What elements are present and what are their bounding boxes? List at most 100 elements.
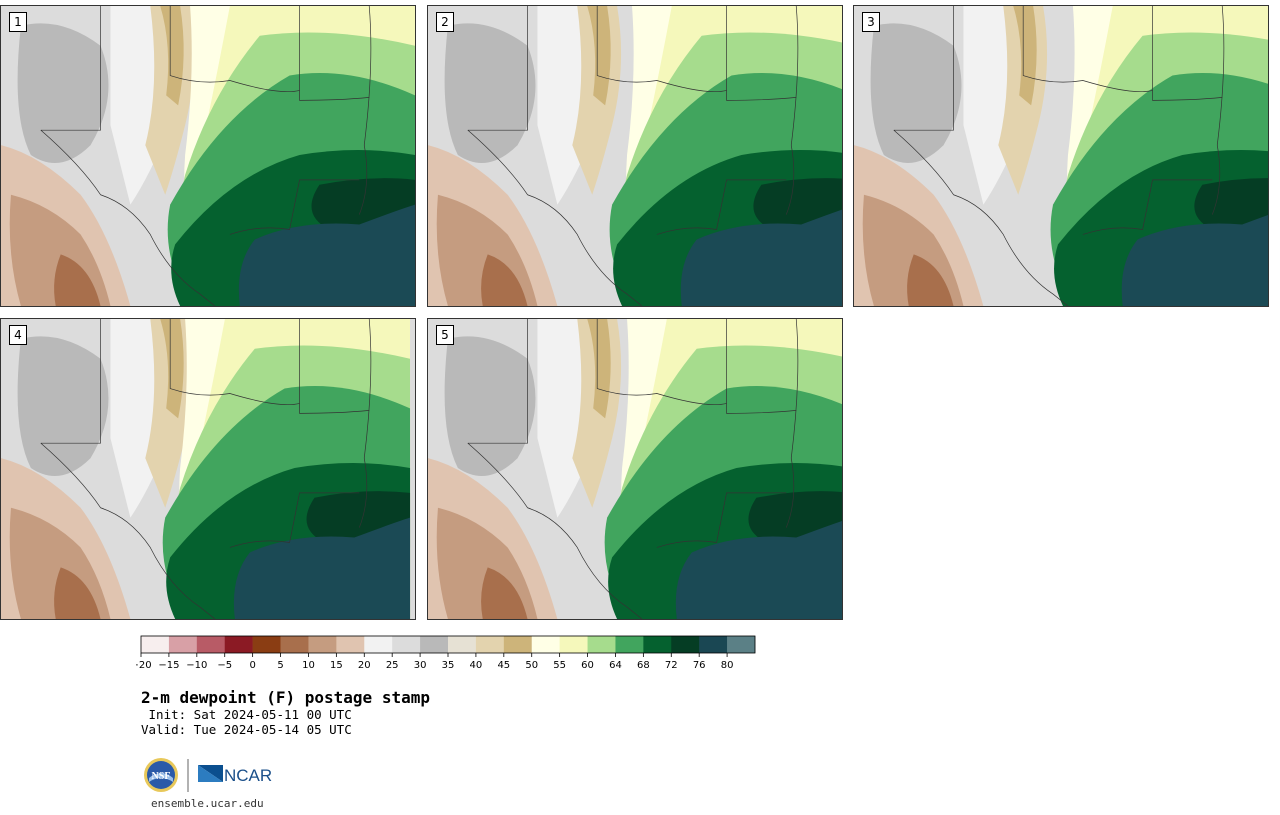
state-boundary (358, 319, 372, 528)
dewpoint-region (444, 336, 536, 476)
dewpoint-region (1121, 214, 1268, 306)
colorbar-tick-label: 55 (553, 660, 566, 671)
nsf-logo-text: NSF (152, 771, 171, 782)
dewpoint-region (238, 204, 415, 306)
colorbar-bin (141, 636, 170, 653)
panel-label: 3 (862, 12, 880, 32)
state-boundary (40, 6, 101, 131)
ncar-logo-text: NCAR (224, 766, 272, 785)
colorbar-bin (643, 636, 672, 653)
colorbar-tick-label: 72 (665, 660, 678, 671)
colorbar-tick-label: 35 (442, 660, 455, 671)
colorbar-bin (308, 636, 337, 653)
state-boundary (893, 6, 954, 131)
panel-label: 1 (9, 12, 27, 32)
colorbar-tick-label: −15 (158, 660, 179, 671)
map-panel-2: 2 (427, 5, 843, 307)
colorbar-tick-label: 80 (721, 660, 734, 671)
init-time: Init: Sat 2024-05-11 00 UTC (141, 707, 352, 722)
colorbar-tick-label: 50 (525, 660, 538, 671)
colorbar-tick-label: 20 (358, 660, 371, 671)
dewpoint-region (675, 520, 842, 619)
colorbar-bin (280, 636, 309, 653)
colorbar-bin (475, 636, 505, 653)
state-boundary (358, 6, 372, 215)
dewpoint-region (587, 6, 611, 106)
dewpoint-region (753, 178, 842, 231)
dewpoint-region (680, 209, 842, 306)
state-boundary (726, 6, 797, 101)
colorbar-tick-label: 68 (637, 660, 650, 671)
dewpoint-region (481, 254, 528, 306)
panel-label: 2 (436, 12, 454, 32)
dewpoint-region (233, 517, 411, 619)
colorbar-tick-label: −5 (217, 660, 232, 671)
colorbar-bin (448, 636, 477, 653)
state-boundary (467, 129, 643, 306)
colorbar: −20 −15 −10 −5 0 5 10 15 20 25 30 35 40 45 50 55 60 64 68 7… (136, 635, 756, 671)
state-boundary (1211, 6, 1225, 215)
state-boundary (40, 442, 216, 619)
dewpoint-region (444, 23, 536, 163)
dewpoint-region (160, 319, 184, 419)
state-boundary (40, 319, 101, 444)
dewpoint-region (587, 319, 611, 419)
colorbar-tick-label: 25 (386, 660, 399, 671)
colorbar-tick-label: −10 (186, 660, 207, 671)
dewpoint-region (160, 6, 184, 106)
dewpoint-region (1194, 178, 1268, 230)
state-boundary (169, 6, 300, 93)
colorbar-bin (531, 636, 560, 653)
dewpoint-region (907, 254, 954, 306)
dewpoint-map (854, 6, 1268, 306)
state-boundary (596, 6, 727, 93)
colorbar-tick-label: 40 (470, 660, 483, 671)
dewpoint-region (54, 567, 101, 619)
dewpoint-region (54, 254, 101, 306)
dewpoint-map (1, 6, 415, 306)
colorbar-tick-label: 0 (249, 660, 255, 671)
dewpoint-region (17, 23, 109, 163)
colorbar-bin (503, 636, 533, 653)
state-boundary (299, 319, 370, 414)
colorbar-bin (252, 636, 281, 653)
colorbar-bin (727, 636, 756, 653)
dewpoint-map (1, 319, 415, 619)
dewpoint-region (17, 336, 109, 476)
colorbar-bin (671, 636, 700, 653)
state-boundary (467, 442, 643, 619)
colorbar-bin (699, 636, 728, 653)
logos: NSF NCAR (144, 758, 272, 792)
state-boundary (656, 492, 787, 548)
state-boundary (893, 129, 1069, 306)
map-panel-4: 4 (0, 318, 416, 620)
panel-label: 5 (436, 325, 454, 345)
dewpoint-region (1013, 6, 1037, 106)
figure-title: 2-m dewpoint (F) postage stamp (141, 688, 430, 707)
state-boundary (1022, 6, 1153, 93)
colorbar-tick-label: 10 (302, 660, 315, 671)
colorbar-bin (364, 636, 393, 653)
colorbar-bin (587, 636, 616, 653)
colorbar-bin (224, 636, 253, 653)
dewpoint-map (428, 6, 842, 306)
valid-time: Valid: Tue 2024-05-14 05 UTC (141, 722, 352, 737)
colorbar-bin (196, 636, 226, 653)
colorbar-tick-label: −20 (136, 660, 152, 671)
colorbar-bin (336, 636, 365, 653)
panel-label: 4 (9, 325, 27, 345)
colorbar-tick-label: 64 (609, 660, 622, 671)
state-boundary (1082, 179, 1213, 235)
nsf-logo-icon: NSF (144, 758, 178, 792)
website-url: ensemble.ucar.edu (151, 797, 264, 810)
state-boundary (467, 319, 528, 444)
colorbar-tick-label: 60 (581, 660, 594, 671)
state-boundary (169, 319, 300, 406)
colorbar-tick-label: 76 (693, 660, 706, 671)
colorbar-bin (392, 636, 421, 653)
colorbar-tick-label: 5 (277, 660, 283, 671)
state-boundary (1152, 6, 1223, 101)
state-boundary (656, 179, 787, 235)
dewpoint-region (481, 567, 528, 619)
state-boundary (229, 492, 360, 548)
